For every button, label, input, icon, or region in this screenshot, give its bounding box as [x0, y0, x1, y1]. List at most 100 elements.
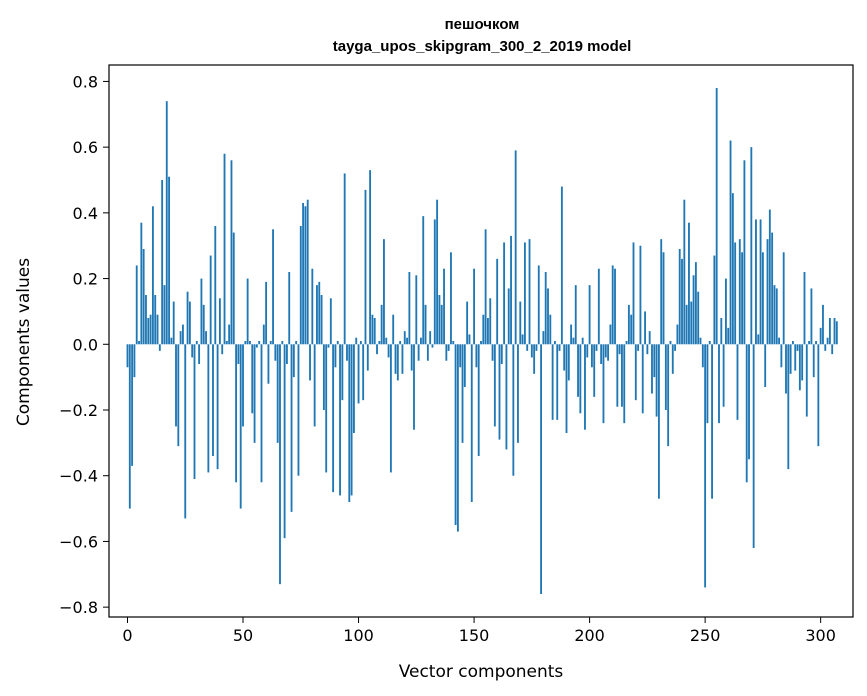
y-tick-label: −0.6 — [59, 532, 98, 551]
bar — [477, 344, 480, 456]
bar — [540, 344, 542, 594]
bar — [685, 304, 688, 345]
bar — [731, 193, 734, 345]
y-tick-label: 0.0 — [73, 335, 98, 354]
bar — [463, 344, 466, 387]
bar — [641, 344, 644, 414]
bar — [198, 344, 201, 364]
bar — [422, 216, 425, 345]
bar — [225, 341, 228, 345]
bar — [798, 344, 801, 391]
bar — [195, 341, 198, 345]
bar — [168, 176, 170, 345]
bar — [145, 295, 147, 345]
bar — [468, 334, 471, 345]
bar — [332, 344, 335, 493]
bar — [542, 331, 545, 345]
bar — [616, 344, 619, 407]
bar — [745, 344, 748, 483]
bar — [452, 341, 455, 345]
bar — [595, 344, 598, 351]
x-tick-label: 250 — [690, 626, 721, 645]
bar — [475, 344, 478, 368]
bar — [429, 331, 432, 345]
bar — [713, 255, 716, 345]
bar — [761, 252, 764, 345]
bar — [447, 344, 450, 351]
bar — [667, 344, 670, 447]
bar — [392, 314, 395, 345]
bar — [655, 344, 658, 417]
bar — [403, 331, 406, 345]
bar — [801, 344, 804, 381]
bar — [473, 268, 475, 345]
bar — [817, 344, 820, 447]
bar — [683, 199, 686, 345]
y-tick-label: −0.8 — [59, 598, 98, 617]
bar — [389, 344, 392, 473]
bar — [533, 344, 536, 374]
bar — [443, 268, 445, 345]
bar — [833, 318, 836, 345]
bar — [530, 344, 533, 358]
bar — [394, 344, 397, 374]
bar — [461, 344, 464, 443]
bar — [154, 295, 157, 345]
bar — [584, 344, 586, 430]
bar — [565, 344, 568, 433]
bar — [191, 344, 194, 358]
bar — [785, 344, 787, 394]
bar — [574, 285, 577, 345]
bar — [692, 275, 695, 345]
x-tick-label: 0 — [122, 626, 132, 645]
bar — [517, 344, 519, 443]
bar — [170, 337, 173, 345]
bar — [526, 344, 529, 351]
bar — [757, 334, 760, 345]
bar — [336, 341, 339, 345]
bar — [378, 341, 381, 345]
bar — [133, 344, 136, 378]
bar — [789, 344, 792, 374]
bar — [773, 285, 776, 345]
bar — [438, 295, 441, 345]
x-tick-label: 150 — [459, 626, 490, 645]
bar — [269, 341, 272, 345]
bar — [727, 327, 730, 345]
bar — [216, 344, 219, 470]
bar — [551, 344, 554, 420]
bar — [357, 344, 360, 404]
x-axis-label: Vector components — [399, 662, 564, 682]
bar — [752, 344, 755, 548]
bar — [415, 275, 418, 345]
bar — [207, 344, 210, 473]
bar — [440, 304, 443, 345]
bar — [824, 344, 827, 351]
bar — [283, 344, 286, 539]
bar — [766, 239, 769, 345]
bar — [586, 344, 589, 358]
bar — [364, 189, 367, 345]
bar — [311, 268, 314, 345]
bar — [200, 278, 203, 345]
bar — [514, 150, 517, 345]
bar — [572, 337, 575, 345]
bar — [480, 341, 482, 345]
bar — [711, 344, 713, 499]
bar — [646, 344, 649, 355]
bar — [662, 252, 665, 345]
bar — [299, 226, 302, 345]
bar — [274, 344, 277, 361]
bar — [782, 252, 785, 345]
bar — [577, 344, 579, 397]
bar — [750, 147, 753, 345]
bar — [743, 160, 746, 345]
bar — [549, 314, 552, 345]
bar — [445, 344, 448, 361]
bar — [634, 344, 637, 401]
bar — [678, 249, 681, 345]
bar — [433, 219, 436, 345]
bar — [177, 344, 180, 447]
bar — [262, 324, 265, 345]
